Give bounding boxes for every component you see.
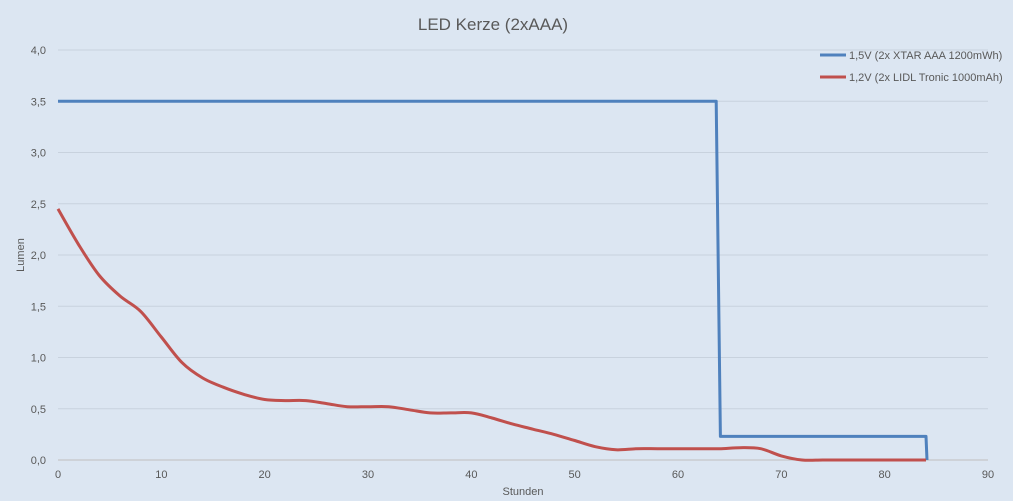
series-lines: [56, 99, 929, 462]
y-tick-label: 0,5: [31, 404, 46, 416]
y-tick-label: 2,0: [31, 250, 46, 262]
x-tick-label: 20: [259, 469, 271, 481]
x-tick-label: 70: [775, 469, 787, 481]
legend: 1,5V (2x XTAR AAA 1200mWh) 1,2V (2x LIDL …: [820, 50, 1003, 84]
x-tick-label: 10: [155, 469, 167, 481]
gridlines: [58, 49, 988, 410]
y-tick-label: 1,5: [31, 301, 46, 313]
y-tick-label: 2,5: [31, 199, 46, 211]
y-tick-label: 0,0: [31, 455, 46, 467]
x-tick-label: 60: [672, 469, 684, 481]
y-tick-label: 3,5: [31, 96, 46, 108]
axes: 0,0 0,5 1,0 1,5 2,0 2,5 3,0 3,5 4,0 0 10 20 30 40 50 60…: [31, 45, 994, 481]
y-tick-label: 1,0: [31, 353, 46, 365]
series-line-2: [56, 208, 926, 462]
legend-label: 1,2V (2x LIDL Tronic 1000mAh): [849, 72, 1003, 84]
x-tick-label: 80: [879, 469, 891, 481]
series-line-1: [58, 99, 929, 461]
x-tick-label: 90: [982, 469, 994, 481]
x-tick-label: 0: [55, 469, 61, 481]
legend-label: 1,5V (2x XTAR AAA 1200mWh): [849, 50, 1002, 62]
y-axis-title: Lumen: [15, 238, 27, 272]
chart-title: LED Kerze (2xAAA): [418, 15, 568, 34]
y-tick-label: 4,0: [31, 45, 46, 57]
x-tick-label: 50: [569, 469, 581, 481]
y-tick-label: 3,0: [31, 148, 46, 160]
x-tick-label: 40: [465, 469, 477, 481]
x-axis-title: Stunden: [503, 486, 544, 498]
x-tick-label: 30: [362, 469, 374, 481]
